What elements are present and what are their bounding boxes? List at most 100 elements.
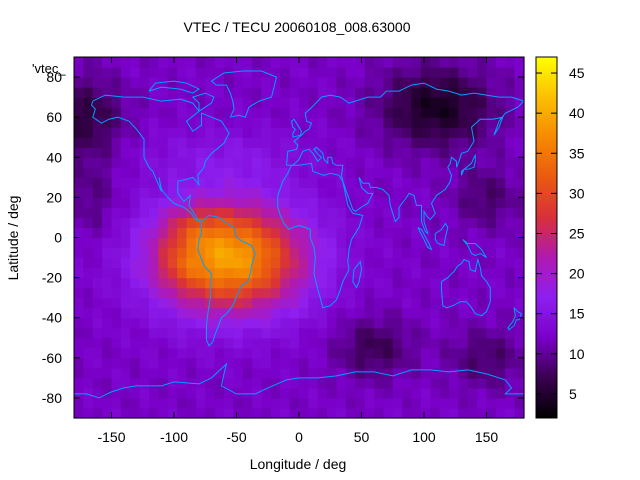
heatmap-cell bbox=[514, 327, 525, 339]
heatmap-cell bbox=[420, 217, 431, 229]
heatmap-cell bbox=[195, 227, 206, 239]
heatmap-cell bbox=[383, 267, 394, 279]
heatmap-cell bbox=[158, 287, 169, 299]
heatmap-cell bbox=[252, 267, 263, 279]
heatmap-cell bbox=[149, 187, 159, 198]
heatmap-cell bbox=[214, 247, 225, 259]
heatmap-cell bbox=[345, 187, 356, 198]
heatmap-cell bbox=[402, 337, 413, 349]
heatmap-cell bbox=[270, 67, 281, 78]
heatmap-cell bbox=[167, 177, 178, 188]
heatmap-cell bbox=[186, 137, 197, 148]
heatmap-cell bbox=[289, 317, 300, 329]
heatmap-cell bbox=[458, 277, 469, 289]
heatmap-cell bbox=[458, 377, 469, 389]
heatmap-cell bbox=[177, 387, 188, 399]
heatmap-cell bbox=[467, 387, 478, 399]
heatmap-cell bbox=[420, 177, 431, 188]
heatmap-cell bbox=[449, 157, 459, 168]
heatmap-cell bbox=[327, 327, 338, 339]
heatmap-cell bbox=[449, 257, 459, 269]
heatmap-cell bbox=[214, 97, 225, 108]
heatmap-cell bbox=[83, 187, 94, 198]
heatmap-cell bbox=[195, 77, 206, 88]
heatmap-cell bbox=[458, 127, 469, 138]
heatmap-cell bbox=[242, 237, 253, 249]
heatmap-cell bbox=[449, 237, 459, 249]
heatmap-cell bbox=[336, 157, 347, 168]
heatmap-cell bbox=[477, 227, 488, 239]
heatmap-cell bbox=[289, 297, 300, 309]
heatmap-cell bbox=[195, 87, 206, 98]
heatmap-cell bbox=[317, 177, 328, 188]
heatmap-cell bbox=[130, 187, 141, 198]
heatmap-cell bbox=[439, 57, 450, 68]
heatmap-cell bbox=[74, 77, 84, 88]
heatmap-cell bbox=[158, 117, 169, 128]
heatmap-cell bbox=[477, 137, 488, 148]
heatmap-cell bbox=[392, 227, 403, 239]
heatmap-cell bbox=[383, 57, 394, 68]
heatmap-cell bbox=[233, 297, 244, 309]
heatmap-cell bbox=[195, 357, 206, 369]
heatmap-cell bbox=[120, 347, 131, 359]
heatmap-cell bbox=[92, 267, 103, 279]
heatmap-cell bbox=[252, 277, 263, 289]
heatmap-cell bbox=[139, 257, 150, 269]
heatmap-cell bbox=[289, 77, 300, 88]
heatmap-cell bbox=[74, 217, 84, 229]
heatmap-cell bbox=[102, 77, 113, 88]
heatmap-cell bbox=[289, 227, 300, 239]
heatmap-cell bbox=[383, 177, 394, 188]
heatmap-cell bbox=[505, 287, 516, 299]
heatmap-cell bbox=[139, 267, 150, 279]
heatmap-cell bbox=[486, 87, 497, 98]
heatmap-cell bbox=[242, 217, 253, 229]
heatmap-cell bbox=[449, 107, 459, 118]
heatmap-cell bbox=[317, 347, 328, 359]
heatmap-cell bbox=[139, 377, 150, 389]
y-tick-label: 20 bbox=[46, 189, 62, 205]
heatmap-cell bbox=[130, 227, 141, 239]
heatmap-cell bbox=[392, 207, 403, 219]
heatmap-cell bbox=[420, 157, 431, 168]
heatmap-cell bbox=[83, 87, 94, 98]
heatmap-cell bbox=[327, 347, 338, 359]
heatmap-cell bbox=[242, 177, 253, 188]
heatmap-cell bbox=[280, 127, 291, 138]
heatmap-cell bbox=[92, 377, 103, 389]
heatmap-cell bbox=[92, 197, 103, 209]
heatmap-cell bbox=[420, 207, 431, 219]
heatmap-cell bbox=[74, 317, 84, 329]
heatmap-cell bbox=[233, 157, 244, 168]
heatmap-cell bbox=[120, 407, 131, 419]
heatmap-cell bbox=[177, 337, 188, 349]
heatmap-cell bbox=[224, 327, 234, 339]
heatmap-cell bbox=[111, 267, 122, 279]
heatmap-cell bbox=[289, 127, 300, 138]
heatmap-cell bbox=[120, 87, 131, 98]
heatmap-cell bbox=[186, 357, 197, 369]
heatmap-cell bbox=[92, 147, 103, 158]
heatmap-cell bbox=[270, 327, 281, 339]
heatmap-cell bbox=[74, 207, 84, 219]
heatmap-cell bbox=[149, 327, 159, 339]
heatmap-cell bbox=[336, 197, 347, 209]
heatmap-cell bbox=[186, 77, 197, 88]
heatmap-cell bbox=[177, 107, 188, 118]
heatmap-cell bbox=[355, 77, 366, 88]
heatmap-cell bbox=[374, 207, 384, 219]
heatmap-cell bbox=[299, 107, 309, 118]
heatmap-cell bbox=[308, 147, 319, 158]
heatmap-cell bbox=[252, 327, 263, 339]
heatmap-cell bbox=[467, 277, 478, 289]
heatmap-cell bbox=[411, 247, 422, 259]
heatmap-cell bbox=[83, 217, 94, 229]
heatmap-cell bbox=[505, 297, 516, 309]
heatmap-cell bbox=[505, 57, 516, 68]
heatmap-cell bbox=[233, 67, 244, 78]
heatmap-cell bbox=[477, 167, 488, 178]
heatmap-cell bbox=[514, 187, 525, 198]
heatmap-cell bbox=[280, 247, 291, 259]
heatmap-cell bbox=[308, 237, 319, 249]
